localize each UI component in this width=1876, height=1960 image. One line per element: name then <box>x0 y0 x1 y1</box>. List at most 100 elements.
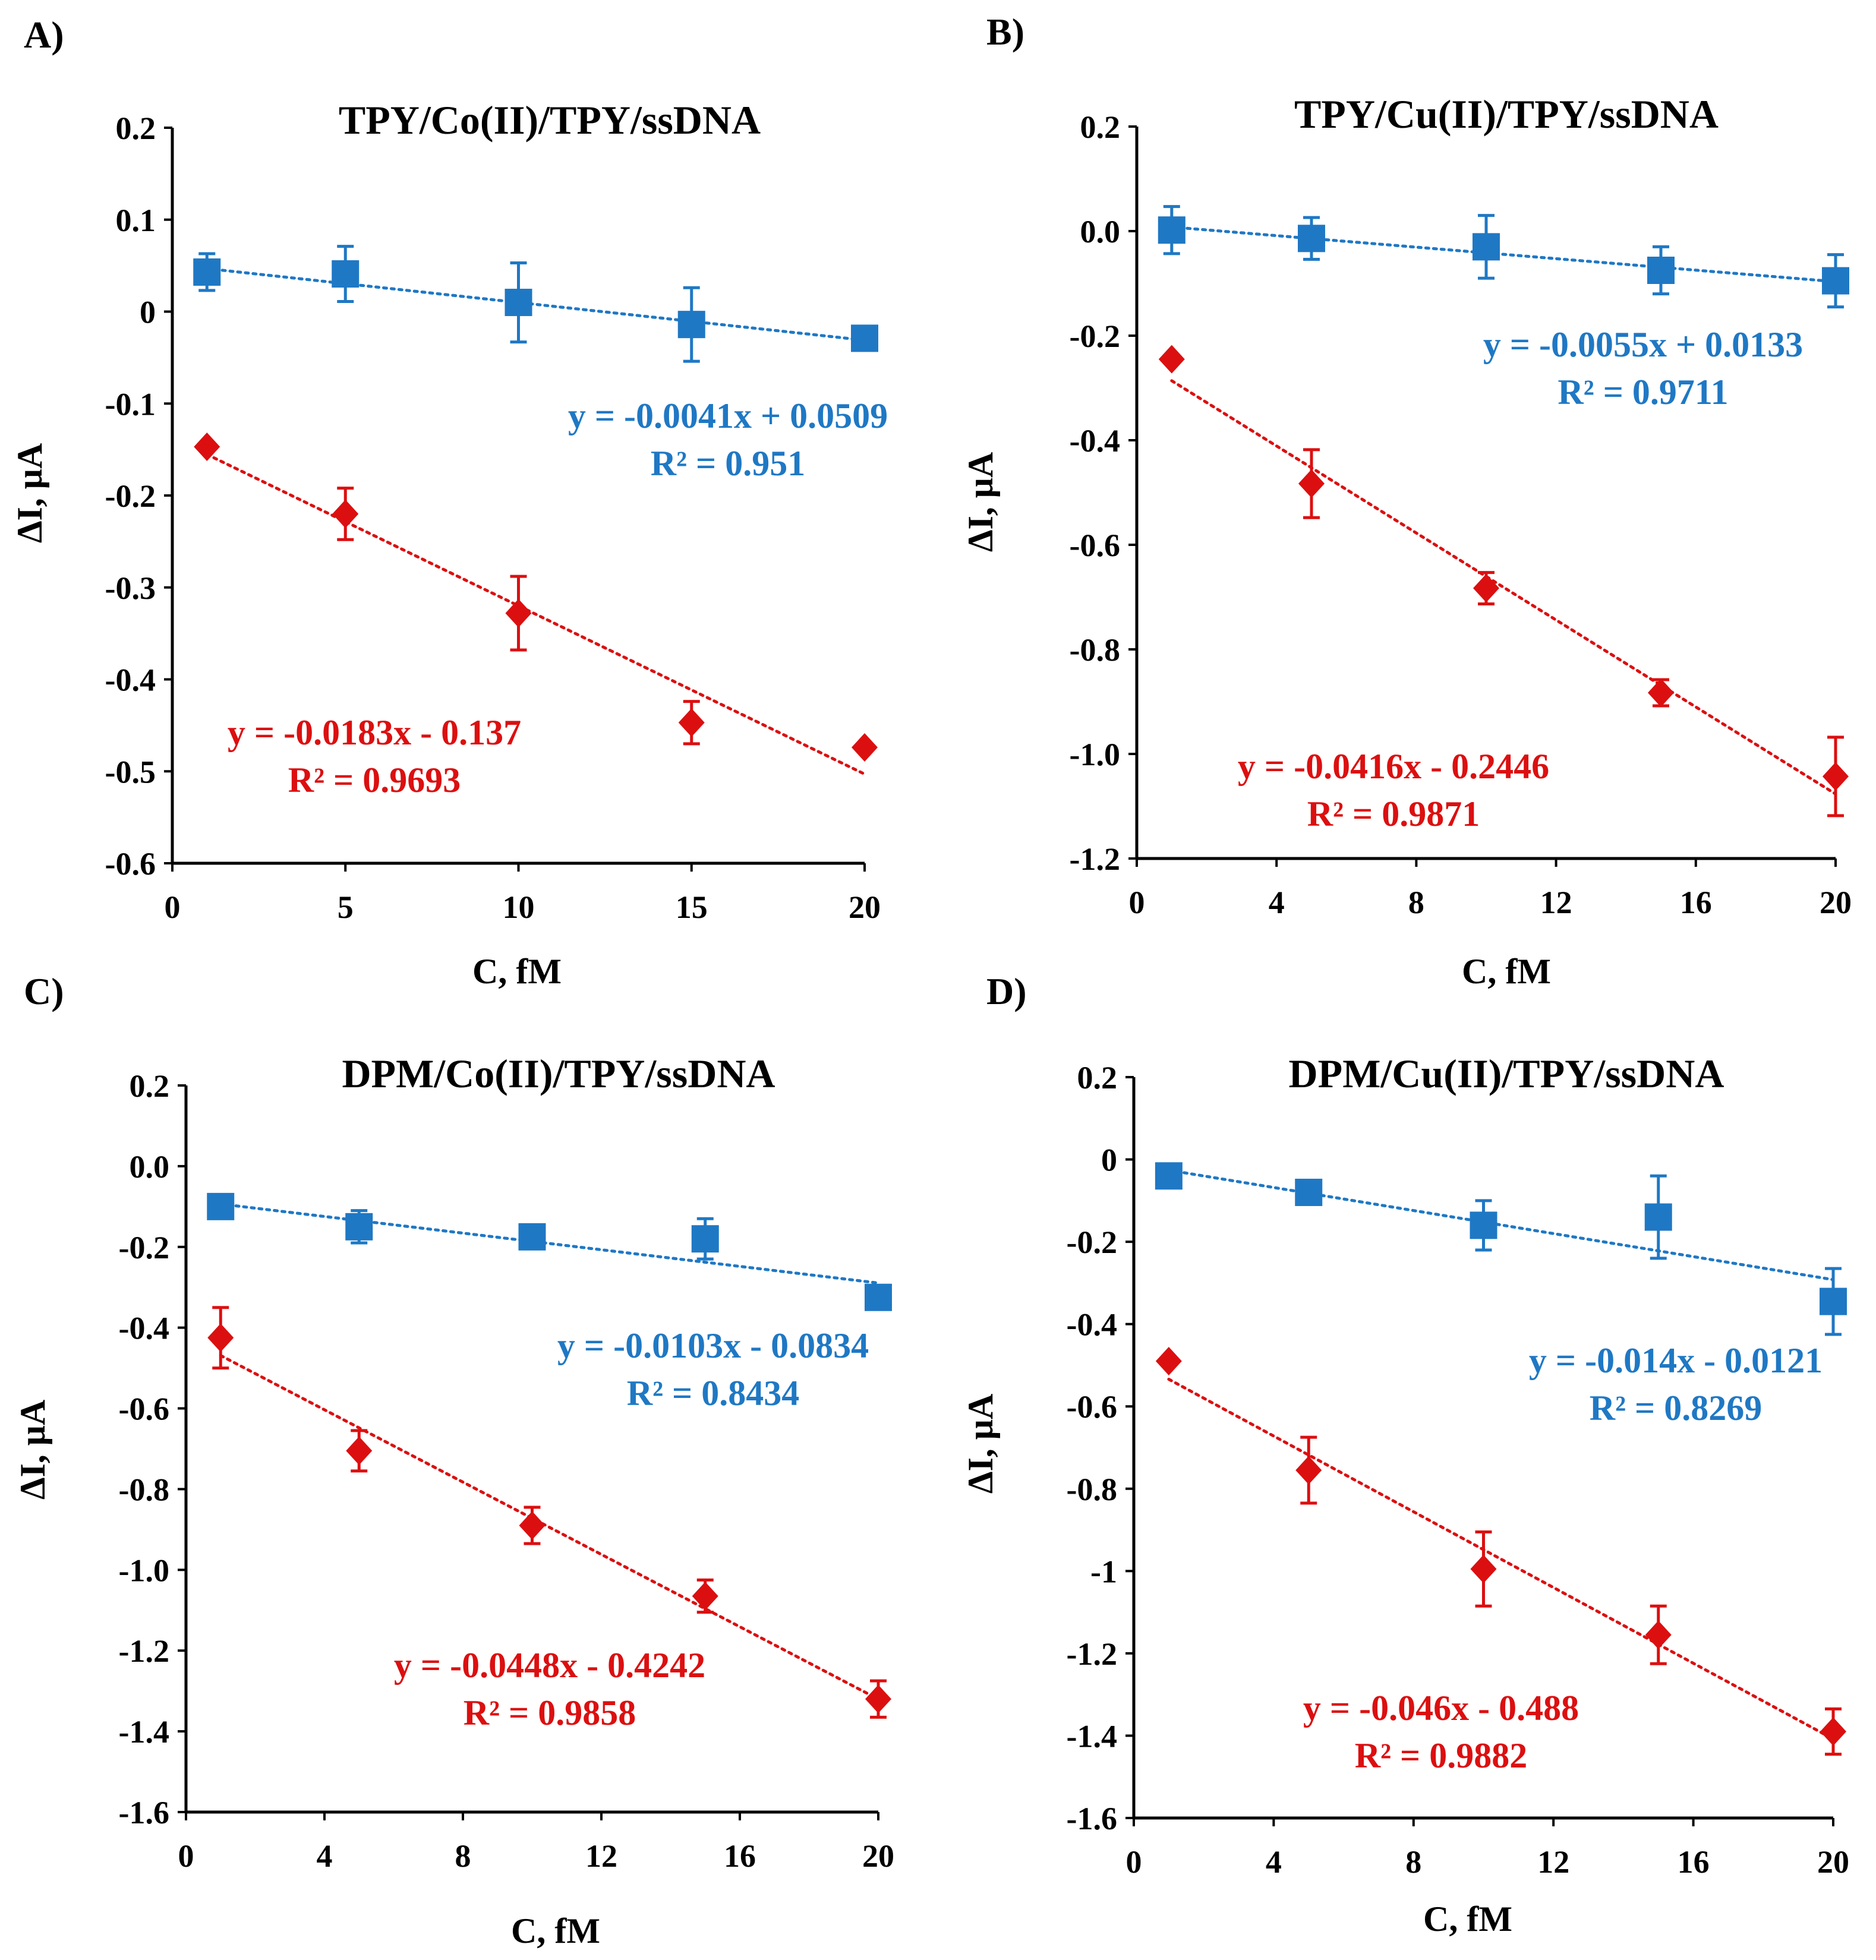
y-tick-label: -0.2 <box>105 478 156 514</box>
y-tick-label: -0.4 <box>119 1311 169 1346</box>
data-point-diamond <box>1823 762 1849 791</box>
x-tick-label: 16 <box>1680 885 1712 920</box>
data-point-square <box>1822 267 1849 295</box>
data-point-square <box>1820 1287 1847 1315</box>
y-axis-label: ΔI, μA <box>13 1400 52 1500</box>
data-point-square <box>1470 1211 1497 1239</box>
data-point-square <box>1473 233 1500 261</box>
data-point-diamond <box>1473 574 1499 603</box>
y-tick-label: -1.6 <box>119 1795 169 1830</box>
series-red <box>1158 345 1849 818</box>
panel-letter: A) <box>24 14 64 56</box>
panel-letter: B) <box>986 11 1024 53</box>
x-tick-label: 4 <box>1266 1844 1282 1880</box>
x-tick-label: 0 <box>165 889 181 925</box>
data-point-diamond <box>194 432 220 461</box>
data-point-square <box>518 1223 546 1251</box>
r2-label-red: R² = 0.9858 <box>464 1693 636 1732</box>
y-axis-label: ΔI, μA <box>961 1394 1000 1494</box>
equation-label-blue: y = -0.0103x - 0.0834 <box>557 1326 869 1365</box>
r2-label-blue: R² = 0.9711 <box>1557 373 1728 412</box>
y-tick-label: -1.0 <box>1070 737 1120 772</box>
y-tick-label: 0 <box>1101 1142 1117 1178</box>
chart-panel-d: D) DPM/Cu(II)/TPY/ssDNA ΔI, μA C, fM 0.2… <box>961 970 1849 1939</box>
series-blue <box>1155 1162 1847 1336</box>
data-point-square <box>207 1192 235 1220</box>
chart-title: DPM/Cu(II)/TPY/ssDNA <box>1289 1051 1724 1096</box>
y-tick-label: -0.8 <box>1070 632 1120 668</box>
chart-title: TPY/Co(II)/TPY/ssDNA <box>339 97 761 143</box>
y-tick-label: -0.6 <box>105 846 156 882</box>
data-point-square <box>865 1283 892 1311</box>
data-point-square <box>345 1213 373 1241</box>
y-tick-label: 0.1 <box>116 203 156 238</box>
y-tick-label: -0.3 <box>105 570 156 606</box>
data-point-diamond <box>1645 1620 1672 1649</box>
x-tick-label: 16 <box>1678 1844 1710 1880</box>
x-tick-label: 4 <box>317 1838 333 1874</box>
series-red <box>194 432 878 776</box>
y-tick-label: -1.4 <box>1067 1718 1117 1754</box>
chart-panel-c: C) DPM/Co(II)/TPY/ssDNA ΔI, μA C, fM 0.2… <box>13 970 894 1950</box>
y-tick-label: -0.8 <box>119 1472 169 1507</box>
equation-label-blue: y = -0.014x - 0.0121 <box>1529 1341 1823 1380</box>
y-axis-label: ΔI, μA <box>10 443 49 543</box>
y-tick-label: -0.4 <box>1067 1307 1117 1343</box>
x-tick-label: 20 <box>1817 1844 1849 1880</box>
y-tick-label: -1.6 <box>1067 1801 1117 1836</box>
trendline-red <box>1170 379 1837 796</box>
y-tick-label: -1.0 <box>119 1552 169 1588</box>
data-point-diamond <box>852 733 878 762</box>
data-point-diamond <box>505 599 532 628</box>
series-blue <box>1158 205 1849 309</box>
x-axis-label: C, fM <box>511 1911 600 1950</box>
r2-label-blue: R² = 0.951 <box>651 444 806 483</box>
data-point-diamond <box>678 708 705 737</box>
series-blue <box>207 1192 892 1311</box>
equation-label-blue: y = -0.0041x + 0.0509 <box>568 396 888 435</box>
data-point-diamond <box>1155 1347 1182 1376</box>
x-axis-label: C, fM <box>1423 1899 1512 1939</box>
trendline-red <box>205 453 866 776</box>
x-tick-label: 15 <box>676 889 708 925</box>
data-point-square <box>851 324 878 352</box>
data-point-square <box>1644 1203 1672 1231</box>
trendline-blue <box>219 1202 880 1285</box>
data-point-diamond <box>1158 345 1185 374</box>
y-tick-label: -0.2 <box>1067 1224 1117 1260</box>
y-tick-label: -0.2 <box>1070 318 1120 354</box>
y-tick-label: 0.2 <box>1077 1060 1118 1096</box>
data-point-square <box>1155 1162 1183 1190</box>
y-tick-label: -0.6 <box>1067 1389 1117 1425</box>
r2-label-blue: R² = 0.8434 <box>627 1374 800 1413</box>
chart-title: TPY/Cu(II)/TPY/ssDNA <box>1294 91 1719 137</box>
data-point-diamond <box>346 1436 373 1465</box>
y-tick-label: -0.4 <box>105 662 156 698</box>
chart-title: DPM/Co(II)/TPY/ssDNA <box>342 1051 775 1096</box>
y-tick-label: 0.0 <box>1080 214 1121 250</box>
y-tick-label: -1.2 <box>1067 1636 1117 1672</box>
r2-label-red: R² = 0.9882 <box>1355 1736 1528 1775</box>
y-tick-label: -1 <box>1090 1554 1117 1589</box>
x-tick-label: 20 <box>849 889 881 925</box>
y-tick-label: 0.0 <box>130 1149 170 1185</box>
data-point-diamond <box>519 1511 546 1540</box>
y-tick-label: -0.2 <box>119 1230 169 1265</box>
series-blue <box>193 245 878 363</box>
x-tick-label: 20 <box>1820 885 1852 920</box>
x-tick-label: 0 <box>1126 1844 1142 1880</box>
x-axis-label: C, fM <box>472 952 562 991</box>
r2-label-blue: R² = 0.8269 <box>1590 1388 1763 1428</box>
x-tick-label: 8 <box>455 1838 471 1874</box>
y-tick-label: -0.4 <box>1070 423 1120 459</box>
x-tick-label: 12 <box>1537 1844 1569 1880</box>
data-point-diamond <box>332 499 359 528</box>
data-point-square <box>691 1225 719 1253</box>
y-tick-label: -0.5 <box>105 754 156 790</box>
y-tick-label: -0.1 <box>105 386 156 422</box>
chart-panel-a: A) TPY/Co(II)/TPY/ssDNA ΔI, μA C, fM 0.2… <box>10 14 888 991</box>
y-tick-label: -1.2 <box>119 1633 169 1669</box>
data-point-square <box>332 260 360 288</box>
trendline-blue <box>1170 225 1837 283</box>
